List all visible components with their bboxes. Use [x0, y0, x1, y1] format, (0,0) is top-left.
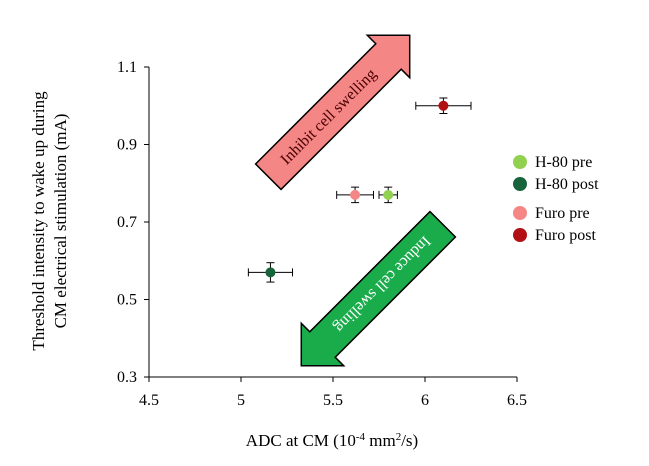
ticks: 4.5 5 5.5 6 6.5 0.3 0.5 0.7 0.9 1.1	[117, 59, 527, 409]
y-tick-label: 0.3	[117, 369, 137, 386]
legend-label: H-80 post	[535, 176, 599, 193]
data-points	[247, 97, 472, 283]
arrow-inhibit-shape	[254, 34, 411, 191]
data-point	[265, 267, 276, 278]
data-point	[383, 189, 394, 200]
legend: H-80 pre H-80 post Furo pre Furo post	[513, 154, 599, 244]
data-point	[350, 189, 361, 200]
arrow-induce-label: Induce cell swelling	[331, 232, 434, 335]
y-tick-label: 0.5	[117, 292, 137, 309]
x-tick-label: 6	[421, 392, 429, 409]
arrow-induce-shape	[300, 210, 457, 367]
legend-label: Furo post	[535, 227, 596, 244]
arrow-induce: Induce cell swelling	[300, 210, 457, 367]
x-tick-label: 5	[237, 392, 245, 409]
legend-marker	[513, 177, 527, 191]
legend-marker	[513, 155, 527, 169]
y-tick-label: 0.7	[117, 214, 137, 231]
arrow-inhibit: Inhibit cell swelling	[254, 34, 411, 191]
y-axis-title-line1: Threshold intensity to wake up during	[29, 91, 48, 351]
x-tick-label: 5.5	[323, 392, 343, 409]
x-tick-label: 6.5	[507, 392, 527, 409]
legend-label: H-80 pre	[535, 154, 592, 171]
legend-label: Furo pre	[535, 205, 590, 222]
legend-marker	[513, 206, 527, 220]
y-tick-label: 0.9	[117, 137, 137, 154]
y-axis-title-line2: CM electrical stimulation (mA)	[51, 114, 70, 329]
y-tick-label: 1.1	[117, 59, 137, 76]
arrow-inhibit-label: Inhibit cell swelling	[277, 66, 380, 169]
x-axis-title: ADC at CM (10-4 mm2/s)	[246, 431, 418, 450]
x-tick-label: 4.5	[139, 392, 159, 409]
legend-marker	[513, 228, 527, 242]
data-point	[438, 100, 449, 111]
